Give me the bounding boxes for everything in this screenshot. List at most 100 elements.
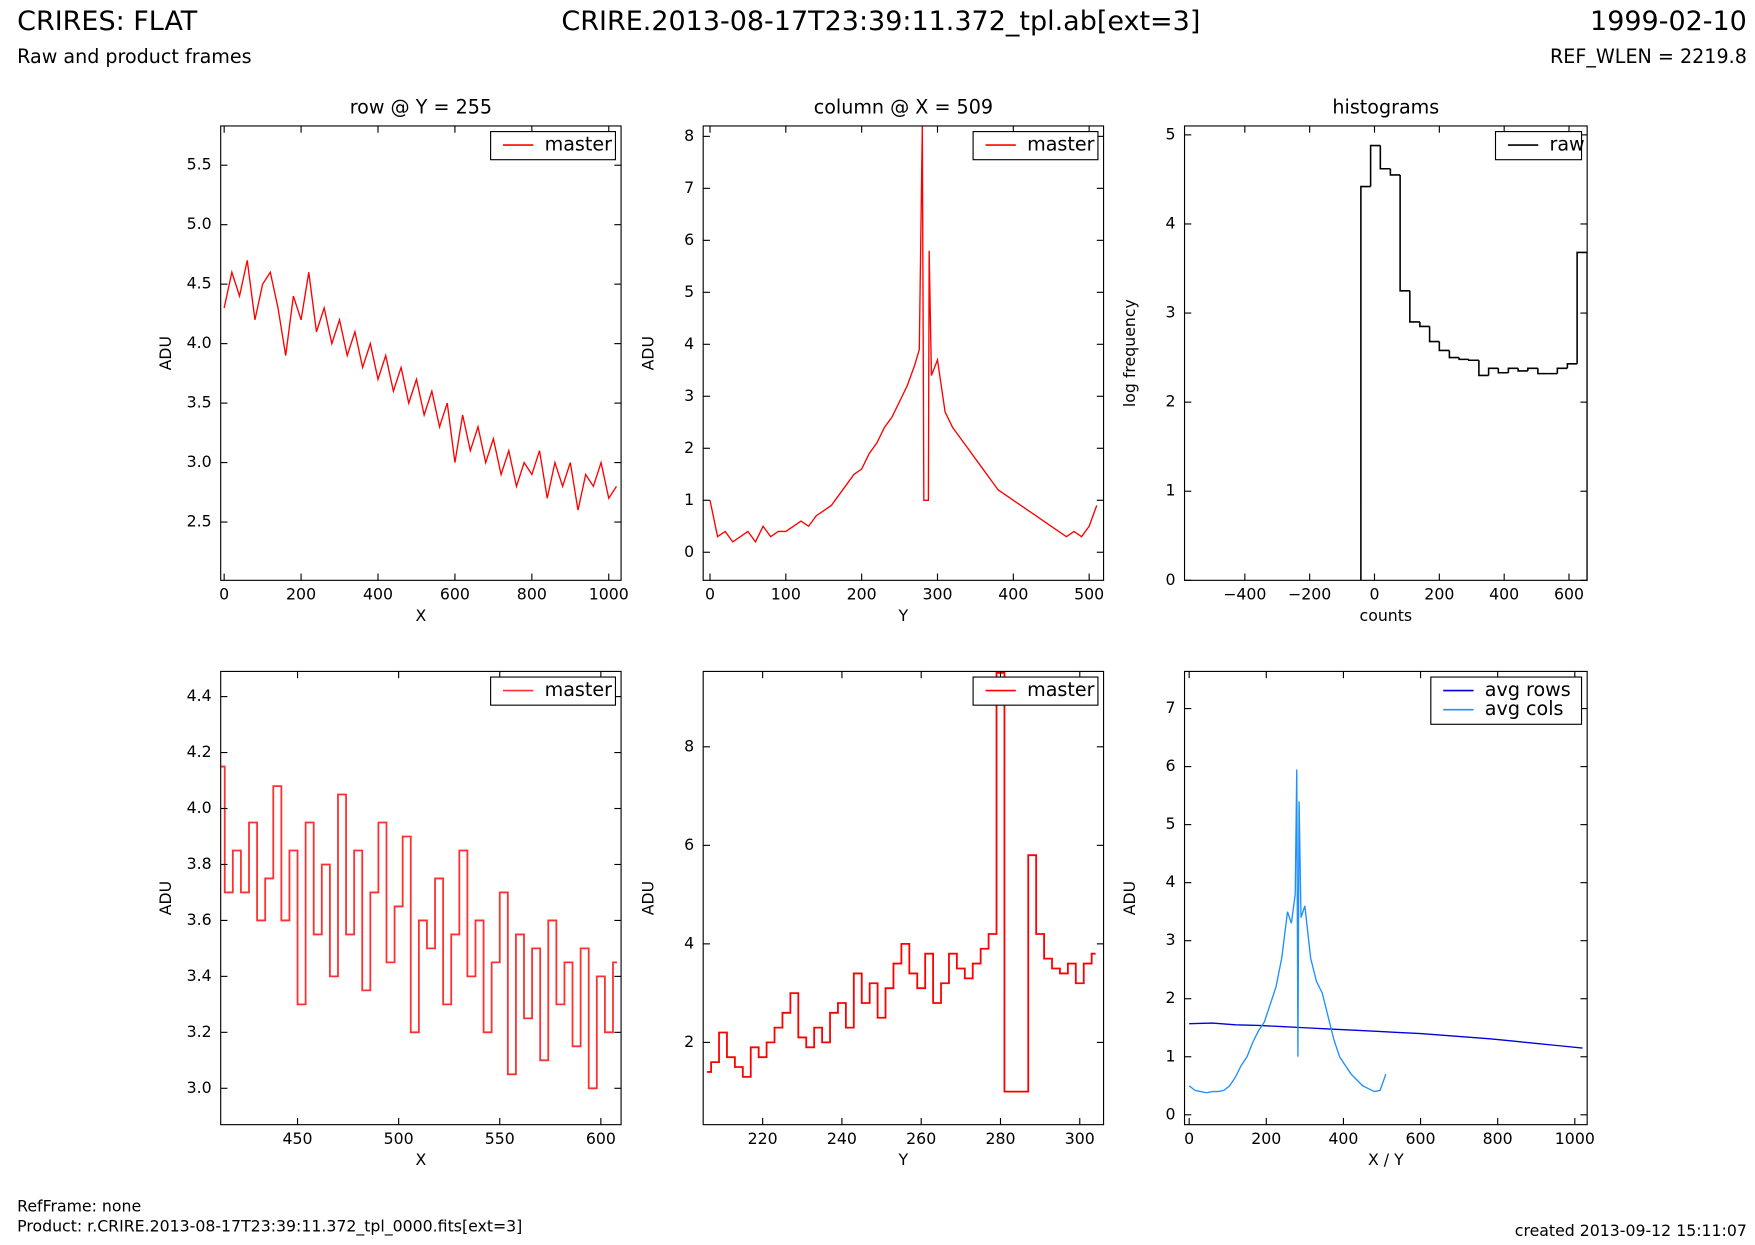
y-tick-label: 5.5 (187, 155, 212, 174)
histogram-bin (1468, 359, 1479, 362)
legend: master (490, 131, 617, 161)
legend-label: master (545, 133, 613, 156)
data-line (709, 125, 1098, 544)
data-line (1188, 769, 1387, 1094)
y-tick-label: 6 (1166, 756, 1176, 775)
y-tick-label: 5 (684, 282, 694, 301)
legend-label: avg cols (1485, 697, 1564, 720)
panel: X ADU 450 500 550 600 3.0 3.2 3.4 3.6 3.8 4.0 4.2 4.4… (156, 670, 622, 1169)
x-tick-label: 400 (1328, 1129, 1358, 1148)
plot-area (707, 672, 1096, 1093)
y-tick-label: 1 (1166, 1046, 1176, 1065)
x-tick-label: 0 (219, 584, 229, 603)
y-tick-label: 3 (1166, 303, 1176, 322)
y-tick-label: 0 (1166, 570, 1176, 589)
plot-area (1188, 769, 1583, 1094)
x-axis-label: counts (1360, 606, 1413, 625)
axes-frame (702, 670, 1105, 1126)
panel: Y ADU 220 240 260 280 300 2 4 6 8 master (639, 670, 1105, 1169)
y-axis-label: ADU (156, 336, 175, 370)
y-tick-label: 3.0 (187, 452, 212, 471)
x-tick-label: 400 (998, 584, 1028, 603)
y-tick-label: 4 (684, 334, 694, 353)
y-tick-label: 2.5 (187, 512, 212, 531)
x-tick-label: 550 (485, 1129, 515, 1148)
x-tick-label: 0 (705, 584, 715, 603)
x-tick-label: 260 (906, 1129, 936, 1148)
y-tick-label: 7 (1166, 698, 1176, 717)
legend-label: raw (1549, 133, 1584, 156)
y-tick-label: 3.6 (187, 910, 212, 929)
y-tick-label: 4.5 (187, 274, 212, 293)
y-axis-label: ADU (156, 881, 175, 915)
axes-frame (220, 125, 622, 581)
x-tick-label: 200 (847, 584, 877, 603)
x-tick-label: 240 (827, 1129, 857, 1148)
file-name: CRIRE.2013-08-17T23:39:11.372_tpl.ab[ext… (561, 6, 1200, 37)
x-tick-label: 100 (771, 584, 801, 603)
histogram-bin (1527, 367, 1538, 371)
x-tick-label: 220 (748, 1129, 778, 1148)
ref-wlen: REF_WLEN = 2219.8 (1550, 45, 1747, 68)
product: Product: r.CRIRE.2013-08-17T23:39:11.372… (17, 1217, 522, 1237)
x-axis-label: Y (898, 606, 909, 625)
y-tick-label: 4 (1166, 213, 1176, 232)
x-tick-label: 0 (1184, 1129, 1194, 1148)
axes-frame (220, 670, 622, 1126)
histogram-bin (1360, 185, 1371, 581)
x-tick-label: 0 (1369, 584, 1379, 603)
y-tick-label: 1 (684, 490, 694, 509)
ref-frame: RefFrame: none (17, 1196, 141, 1215)
y-tick-label: 0 (684, 542, 694, 561)
y-tick-label: 2 (1166, 392, 1176, 411)
data-line (1189, 1022, 1583, 1049)
plot-area (223, 260, 618, 511)
x-axis-label: X / Y (1368, 1150, 1404, 1169)
x-tick-label: 600 (586, 1129, 616, 1148)
axes-frame (1183, 125, 1588, 581)
histogram-bin (1419, 321, 1430, 328)
x-axis-label: Y (898, 1150, 909, 1169)
legend-label: master (545, 678, 613, 701)
y-tick-label: 3.2 (187, 1022, 212, 1041)
y-tick-label: 3 (1166, 930, 1176, 949)
y-tick-label: 7 (684, 178, 694, 197)
legend: master (490, 676, 617, 706)
y-tick-label: 8 (684, 126, 694, 145)
x-tick-label: −200 (1288, 584, 1331, 603)
y-tick-label: 4.4 (187, 686, 212, 705)
histogram-bin (1478, 360, 1489, 377)
histogram-bin (1409, 290, 1420, 323)
x-tick-label: 200 (286, 584, 316, 603)
y-tick-label: 3.8 (187, 854, 212, 873)
histogram-bin (1369, 144, 1381, 187)
panel: X / Y ADU 0 200 400 600 800 1000 0 1 2 3 4 5 6 7 avg row… (1120, 670, 1595, 1169)
panel-title: histograms (1332, 95, 1439, 118)
histogram-bin (1458, 357, 1469, 361)
y-tick-label: 8 (684, 736, 694, 755)
panel: column @ X = 509 Y ADU 0 100 200 300 400 500 0 1 2 3… (639, 95, 1104, 624)
legend: master (972, 131, 1099, 161)
y-tick-label: 3.5 (187, 393, 212, 412)
y-axis-label: ADU (639, 336, 658, 370)
date: 1999-02-10 (1590, 6, 1747, 37)
x-tick-label: 200 (1424, 584, 1454, 603)
x-tick-label: 600 (1554, 584, 1584, 603)
histogram-bin (1566, 363, 1578, 369)
y-tick-label: 3.0 (187, 1078, 212, 1097)
histogram-bin (1537, 368, 1548, 375)
panel: row @ Y = 255 X ADU 0 200 400 600 800 1000 2.5 3.0… (156, 95, 629, 624)
x-tick-label: −400 (1223, 584, 1266, 603)
y-tick-label: 6 (684, 230, 694, 249)
histogram-bin (1428, 326, 1440, 343)
y-tick-label: 5 (1166, 814, 1176, 833)
x-tick-label: 500 (384, 1129, 414, 1148)
histogram-bin (1497, 368, 1509, 374)
y-axis-label: log frequency (1120, 299, 1139, 407)
legend-label: master (1027, 133, 1095, 156)
x-tick-label: 300 (922, 584, 952, 603)
x-tick-label: 300 (1065, 1129, 1095, 1148)
x-tick-label: 450 (283, 1129, 313, 1148)
